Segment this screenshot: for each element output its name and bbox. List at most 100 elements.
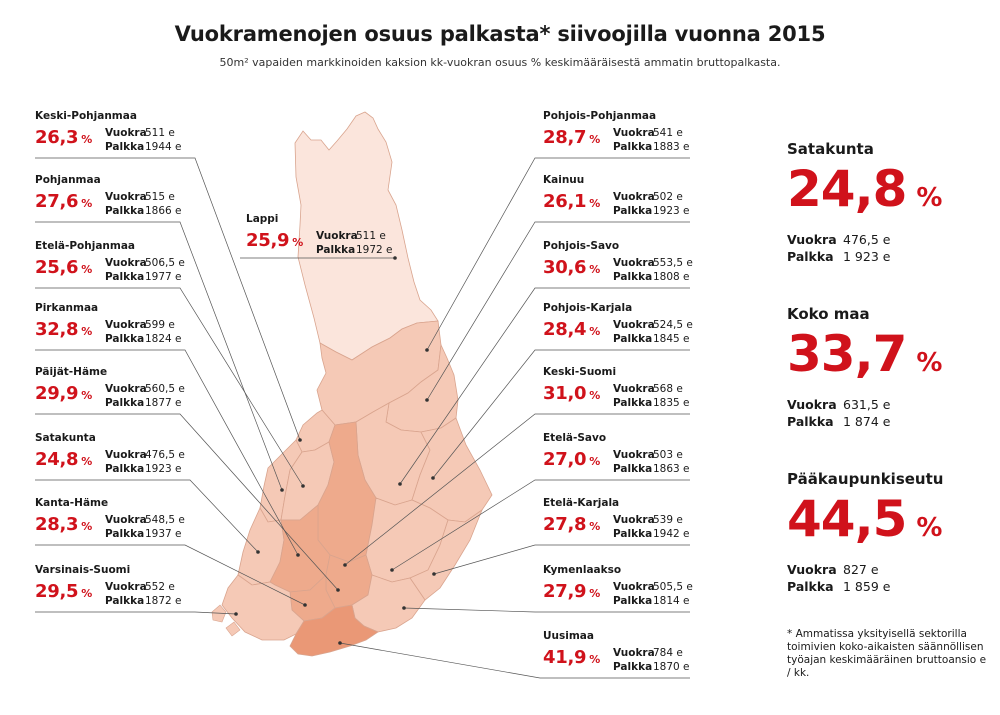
pay-label: Palkka bbox=[613, 595, 653, 607]
region-percent: 29,9% bbox=[35, 383, 92, 404]
rent-label: Vuokra bbox=[105, 449, 147, 461]
pay-label: Palkka bbox=[613, 661, 653, 673]
pay-value: 1 923 e bbox=[843, 249, 891, 264]
rent-value: 548,5 e bbox=[145, 514, 185, 526]
region-name: Uusimaa bbox=[543, 630, 594, 642]
pay-label: Palkka bbox=[105, 141, 145, 153]
rent-value: 515 e bbox=[145, 191, 175, 203]
region-card-lappi: Lappi 25,9% Vuokra511 e Palkka1972 e bbox=[246, 213, 421, 263]
rent-value: 541 e bbox=[653, 127, 683, 139]
region-card-etela-karjala: Etelä-Karjala 27,8% Vuokra539 e Palkka19… bbox=[543, 497, 718, 547]
pay-label: Palkka bbox=[613, 141, 653, 153]
region-card-uusimaa: Uusimaa 41,9% Vuokra784 e Palkka1870 e bbox=[543, 630, 718, 680]
leader-line-etela-karjala bbox=[433, 544, 690, 575]
rent-value: 476,5 e bbox=[843, 232, 891, 247]
leader-line-kanta-hame bbox=[35, 544, 306, 606]
rent-value: 553,5 e bbox=[653, 257, 693, 269]
region-card-pohjois-savo: Pohjois-Savo 30,6% Vuokra553,5 e Palkka1… bbox=[543, 240, 718, 290]
leader-line-pirkanmaa bbox=[35, 349, 299, 556]
region-card-satakunta: Satakunta 24,8% Vuokra476,5 e Palkka1923… bbox=[35, 432, 210, 482]
rent-label: Vuokra bbox=[613, 383, 655, 395]
region-card-keski-suomi: Keski-Suomi 31,0% Vuokra568 e Palkka1835… bbox=[543, 366, 718, 416]
region-name: Keski-Pohjanmaa bbox=[35, 110, 137, 122]
map-region-lappi bbox=[294, 111, 439, 361]
leader-line-paijat-hame bbox=[35, 413, 339, 591]
rent-value: 511 e bbox=[145, 127, 175, 139]
rent-label: Vuokra bbox=[105, 514, 147, 526]
region-card-paijat-hame: Päijät-Häme 29,9% Vuokra560,5 e Palkka18… bbox=[35, 366, 210, 416]
region-name: Päijät-Häme bbox=[35, 366, 108, 378]
highlight-koko-maa: Koko maa 33,7% Vuokra 631,5 e Palkka 1 874… bbox=[787, 305, 997, 430]
region-percent: 27,0% bbox=[543, 449, 600, 470]
pay-value: 1977 e bbox=[145, 271, 182, 283]
region-name: Varsinais-Suomi bbox=[35, 564, 131, 576]
rent-value: 506,5 e bbox=[145, 257, 185, 269]
map-region-etela-karjala bbox=[409, 508, 483, 601]
region-name: Satakunta bbox=[35, 432, 96, 444]
rent-label: Vuokra bbox=[105, 581, 147, 593]
highlight-paakaupunkiseutu: Pääkaupunkiseutu 44,5% Vuokra 827 e Palkk… bbox=[787, 470, 997, 595]
rent-value: 631,5 e bbox=[843, 397, 891, 412]
region-card-pirkanmaa: Pirkanmaa 32,8% Vuokra599 e Palkka1824 e bbox=[35, 302, 210, 352]
leader-line-keski-pohjanmaa bbox=[35, 157, 301, 441]
rent-label: Vuokra bbox=[613, 449, 655, 461]
pay-value: 1877 e bbox=[145, 397, 182, 409]
pay-value: 1937 e bbox=[145, 528, 182, 540]
region-name: Lappi bbox=[246, 213, 279, 225]
pay-label: Palkka bbox=[613, 528, 653, 540]
highlight-name: Satakunta bbox=[787, 140, 874, 158]
pay-label: Palkka bbox=[105, 595, 145, 607]
region-name: Etelä-Savo bbox=[543, 432, 607, 444]
pay-value: 1824 e bbox=[145, 333, 182, 345]
region-card-etela-savo: Etelä-Savo 27,0% Vuokra503 e Palkka1863 … bbox=[543, 432, 718, 482]
pay-label: Palkka bbox=[105, 333, 145, 345]
region-name: Keski-Suomi bbox=[543, 366, 617, 378]
rent-value: 524,5 e bbox=[653, 319, 693, 331]
pay-value: 1845 e bbox=[653, 333, 690, 345]
pay-label: Palkka bbox=[787, 414, 834, 429]
region-percent: 41,9% bbox=[543, 647, 600, 668]
pay-value: 1883 e bbox=[653, 141, 690, 153]
rent-value: 476,5 e bbox=[145, 449, 185, 461]
region-name: Etelä-Karjala bbox=[543, 497, 620, 509]
rent-label: Vuokra bbox=[105, 319, 147, 331]
region-percent: 28,4% bbox=[543, 319, 600, 340]
region-percent: 28,3% bbox=[35, 514, 92, 535]
rent-label: Vuokra bbox=[105, 127, 147, 139]
highlight-percent: 44,5% bbox=[787, 490, 942, 548]
rent-value: 560,5 e bbox=[145, 383, 185, 395]
pay-label: Palkka bbox=[613, 333, 653, 345]
region-percent: 26,1% bbox=[543, 191, 600, 212]
pay-value: 1972 e bbox=[356, 244, 393, 256]
region-card-keski-pohjanmaa: Keski-Pohjanmaa 26,3% Vuokra511 e Palkka… bbox=[35, 110, 210, 160]
rent-label: Vuokra bbox=[105, 257, 147, 269]
rent-label: Vuokra bbox=[787, 232, 837, 247]
rent-label: Vuokra bbox=[613, 191, 655, 203]
pay-value: 1 859 e bbox=[843, 579, 891, 594]
region-percent: 25,6% bbox=[35, 257, 92, 278]
rent-value: 599 e bbox=[145, 319, 175, 331]
region-percent: 27,8% bbox=[543, 514, 600, 535]
page-title: Vuokramenojen osuus palkasta* siivoojill… bbox=[174, 22, 826, 46]
pay-value: 1863 e bbox=[653, 463, 690, 475]
region-name: Pirkanmaa bbox=[35, 302, 99, 314]
leader-lines bbox=[35, 157, 690, 679]
region-name: Kymenlaakso bbox=[543, 564, 622, 576]
region-card-pohjois-pohjanmaa: Pohjois-Pohjanmaa 28,7% Vuokra541 e Palk… bbox=[543, 110, 718, 160]
pay-label: Palkka bbox=[105, 205, 145, 217]
pay-label: Palkka bbox=[613, 205, 653, 217]
region-name: Pohjois-Pohjanmaa bbox=[543, 110, 657, 122]
region-percent: 28,7% bbox=[543, 127, 600, 148]
highlight-name: Pääkaupunkiseutu bbox=[787, 470, 944, 488]
leader-line-etela-pohjanmaa bbox=[35, 287, 304, 487]
pay-value: 1923 e bbox=[653, 205, 690, 217]
map-islands bbox=[225, 621, 241, 637]
rent-value: 502 e bbox=[653, 191, 683, 203]
highlight-name: Koko maa bbox=[787, 305, 870, 323]
region-card-kanta-hame: Kanta-Häme 28,3% Vuokra548,5 e Palkka193… bbox=[35, 497, 210, 547]
pay-label: Palkka bbox=[105, 271, 145, 283]
pay-value: 1870 e bbox=[653, 661, 690, 673]
region-percent: 30,6% bbox=[543, 257, 600, 278]
region-card-kainuu: Kainuu 26,1% Vuokra502 e Palkka1923 e bbox=[543, 174, 718, 224]
